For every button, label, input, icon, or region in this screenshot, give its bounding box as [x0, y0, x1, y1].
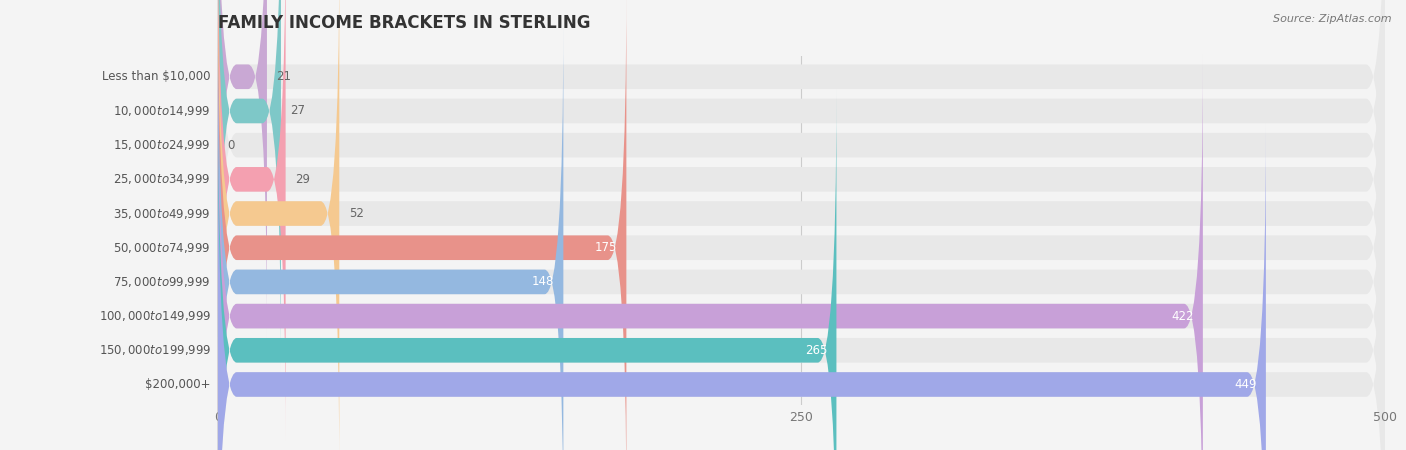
FancyBboxPatch shape — [218, 0, 1385, 372]
FancyBboxPatch shape — [218, 0, 267, 338]
FancyBboxPatch shape — [218, 0, 1385, 406]
Text: 175: 175 — [595, 241, 617, 254]
FancyBboxPatch shape — [218, 0, 627, 450]
Text: Source: ZipAtlas.com: Source: ZipAtlas.com — [1274, 14, 1392, 23]
Text: 29: 29 — [295, 173, 309, 186]
FancyBboxPatch shape — [218, 0, 1385, 441]
FancyBboxPatch shape — [218, 0, 1385, 450]
FancyBboxPatch shape — [218, 0, 1385, 338]
Text: 449: 449 — [1234, 378, 1257, 391]
FancyBboxPatch shape — [218, 55, 1385, 450]
Text: 27: 27 — [290, 104, 305, 117]
FancyBboxPatch shape — [218, 0, 1385, 450]
Text: $200,000+: $200,000+ — [145, 378, 211, 391]
Text: Less than $10,000: Less than $10,000 — [103, 70, 211, 83]
FancyBboxPatch shape — [218, 89, 1385, 450]
FancyBboxPatch shape — [218, 0, 285, 441]
FancyBboxPatch shape — [218, 123, 1265, 450]
Text: FAMILY INCOME BRACKETS IN STERLING: FAMILY INCOME BRACKETS IN STERLING — [218, 14, 591, 32]
Text: 21: 21 — [276, 70, 291, 83]
FancyBboxPatch shape — [218, 0, 339, 450]
FancyBboxPatch shape — [218, 123, 1385, 450]
Text: $25,000 to $34,999: $25,000 to $34,999 — [114, 172, 211, 186]
FancyBboxPatch shape — [218, 55, 1204, 450]
FancyBboxPatch shape — [218, 0, 281, 372]
Text: $10,000 to $14,999: $10,000 to $14,999 — [114, 104, 211, 118]
Text: 52: 52 — [349, 207, 364, 220]
Text: $100,000 to $149,999: $100,000 to $149,999 — [98, 309, 211, 323]
Text: $75,000 to $99,999: $75,000 to $99,999 — [114, 275, 211, 289]
Text: $15,000 to $24,999: $15,000 to $24,999 — [114, 138, 211, 152]
FancyBboxPatch shape — [218, 21, 1385, 450]
Text: $35,000 to $49,999: $35,000 to $49,999 — [114, 207, 211, 220]
Text: $50,000 to $74,999: $50,000 to $74,999 — [114, 241, 211, 255]
Text: 265: 265 — [804, 344, 827, 357]
Text: 0: 0 — [228, 139, 235, 152]
FancyBboxPatch shape — [218, 21, 564, 450]
FancyBboxPatch shape — [218, 89, 837, 450]
Text: 422: 422 — [1171, 310, 1194, 323]
Text: 148: 148 — [531, 275, 554, 288]
Text: $150,000 to $199,999: $150,000 to $199,999 — [98, 343, 211, 357]
